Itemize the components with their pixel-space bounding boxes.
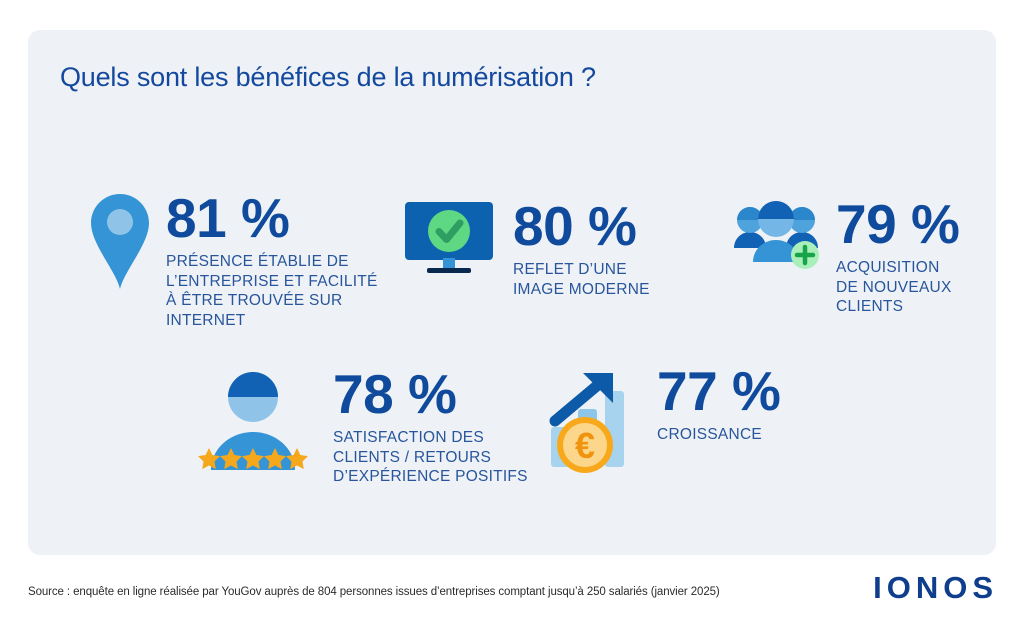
location-pin-icon xyxy=(88,192,152,292)
stat-label: REFLET D’UNE IMAGE MODERNE xyxy=(513,261,650,298)
stat-value: 81 % xyxy=(166,187,290,249)
page-title: Quels sont les bénéfices de la numérisat… xyxy=(60,62,596,92)
stat-body: 77 % CROISSANCE xyxy=(657,360,781,445)
person-stars-icon xyxy=(193,368,313,474)
source-note: Source : enquête en ligne réalisée par Y… xyxy=(28,586,720,598)
stat-block-satisfaction: 78 % SATISFACTION DES CLIENTS / RETOURS … xyxy=(193,363,528,487)
stat-body: 81 % PRÉSENCE ÉTABLIE DE L’ENTREPRISE ET… xyxy=(166,187,378,330)
stat-label: SATISFACTION DES CLIENTS / RETOURS D’EXP… xyxy=(333,429,528,486)
growth-chart-euro-icon: € xyxy=(543,365,639,477)
infographic-card: Quels sont les bénéfices de la numérisat… xyxy=(28,30,996,555)
stat-value: 78 % xyxy=(333,363,457,425)
ionos-logo: IONOS xyxy=(873,570,998,605)
stat-value: 79 % xyxy=(836,193,960,255)
stat-block-presence: 81 % PRÉSENCE ÉTABLIE DE L’ENTREPRISE ET… xyxy=(88,187,378,330)
stat-value: 77 % xyxy=(657,360,781,422)
stat-block-image-moderne: 80 % REFLET D’UNE IMAGE MODERNE xyxy=(403,195,650,299)
stat-label: PRÉSENCE ÉTABLIE DE L’ENTREPRISE ET FACI… xyxy=(166,253,378,329)
stat-body: 79 % ACQUISITION DE NOUVEAUX CLIENTS xyxy=(836,193,960,317)
stat-label: ACQUISITION DE NOUVEAUX CLIENTS xyxy=(836,259,952,316)
stat-block-croissance: € 77 % CROISSANCE xyxy=(543,360,781,477)
people-add-icon xyxy=(728,198,824,270)
stat-value: 80 % xyxy=(513,195,637,257)
stat-label: CROISSANCE xyxy=(657,426,762,444)
monitor-check-icon xyxy=(403,200,495,278)
svg-text:€: € xyxy=(575,425,595,466)
stat-body: 78 % SATISFACTION DES CLIENTS / RETOURS … xyxy=(333,363,528,487)
stat-block-acquisition: 79 % ACQUISITION DE NOUVEAUX CLIENTS xyxy=(728,193,960,317)
stat-body: 80 % REFLET D’UNE IMAGE MODERNE xyxy=(513,195,650,299)
